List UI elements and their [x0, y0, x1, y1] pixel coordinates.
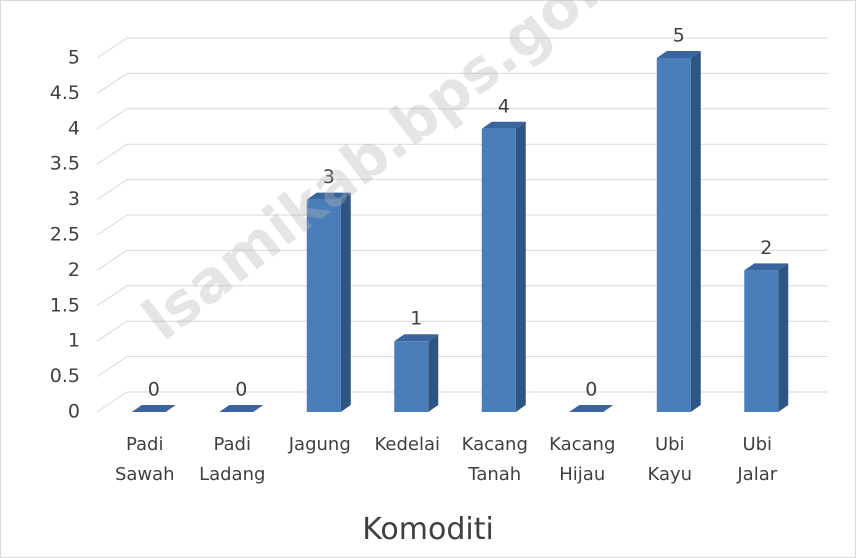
grid-line: [96, 143, 828, 165]
bar: [656, 51, 701, 412]
bar-top: [219, 405, 264, 412]
bar-front: [306, 199, 341, 412]
bar-side: [778, 263, 789, 412]
bar: [481, 121, 526, 413]
bar-top: [131, 405, 176, 412]
y-tick-label: 4: [68, 117, 80, 139]
bar: [394, 334, 439, 412]
bar-top: [306, 192, 351, 200]
y-tick-label: 1.5: [50, 294, 80, 316]
bar: [306, 192, 351, 412]
x-tick-label: Padi Ladang: [199, 434, 266, 485]
value-label: 5: [673, 25, 685, 47]
x-tick-label: Kacang Tanah: [461, 434, 528, 485]
bar-side: [340, 192, 351, 412]
grid-line: [96, 108, 828, 130]
y-tick-label: 2.5: [50, 224, 80, 246]
value-label: 0: [235, 379, 247, 401]
bar-front: [394, 341, 429, 412]
bar-top: [394, 334, 439, 342]
y-tick-label: 3: [68, 188, 80, 210]
value-label: 0: [585, 379, 597, 401]
bar: [744, 263, 789, 412]
bar: [569, 405, 614, 412]
y-tick-label: 4.5: [50, 82, 80, 104]
x-axis-title: Komoditi: [362, 512, 494, 547]
value-label: 2: [760, 237, 772, 259]
y-tick-label: 2: [68, 259, 80, 281]
grid-line: [96, 179, 828, 201]
bar-side: [690, 51, 701, 412]
bar: [131, 405, 176, 412]
value-label: 1: [410, 308, 422, 330]
grid-line: [96, 249, 828, 271]
grid-line: [96, 356, 828, 378]
bar-front: [744, 270, 779, 412]
grid-line: [96, 72, 828, 94]
grid-line: [96, 391, 828, 413]
x-tick-label: Ubi Kayu: [647, 434, 693, 485]
bar-front: [481, 128, 516, 413]
x-tick-label: Kedelai: [374, 434, 440, 455]
bar-top: [656, 51, 701, 58]
bar-top: [481, 121, 526, 129]
grid-line: [96, 285, 828, 307]
y-tick-label: 0.5: [50, 365, 80, 387]
bar-side: [428, 334, 439, 412]
value-label: 4: [498, 95, 510, 117]
x-tick-label: Kacang Hijau: [549, 434, 616, 485]
value-label: 0: [148, 379, 160, 401]
grid-line: [96, 37, 828, 59]
x-tick-label: Ubi Jalar: [737, 434, 778, 485]
x-tick-label: Jagung: [288, 434, 351, 455]
grid-line: [96, 320, 828, 342]
y-tick-label: 3.5: [50, 153, 80, 175]
bar-top: [744, 263, 789, 271]
y-tick-label: 5: [68, 47, 80, 69]
bar: [219, 405, 264, 412]
x-tick-label: Padi Sawah: [114, 434, 175, 485]
value-label: 3: [323, 166, 335, 188]
bar-side: [515, 121, 526, 413]
y-tick-label: 1: [68, 330, 80, 352]
y-tick-label: 0: [68, 401, 80, 423]
bar-top: [569, 405, 614, 412]
bar-front: [656, 58, 691, 412]
grid-line: [96, 214, 828, 236]
